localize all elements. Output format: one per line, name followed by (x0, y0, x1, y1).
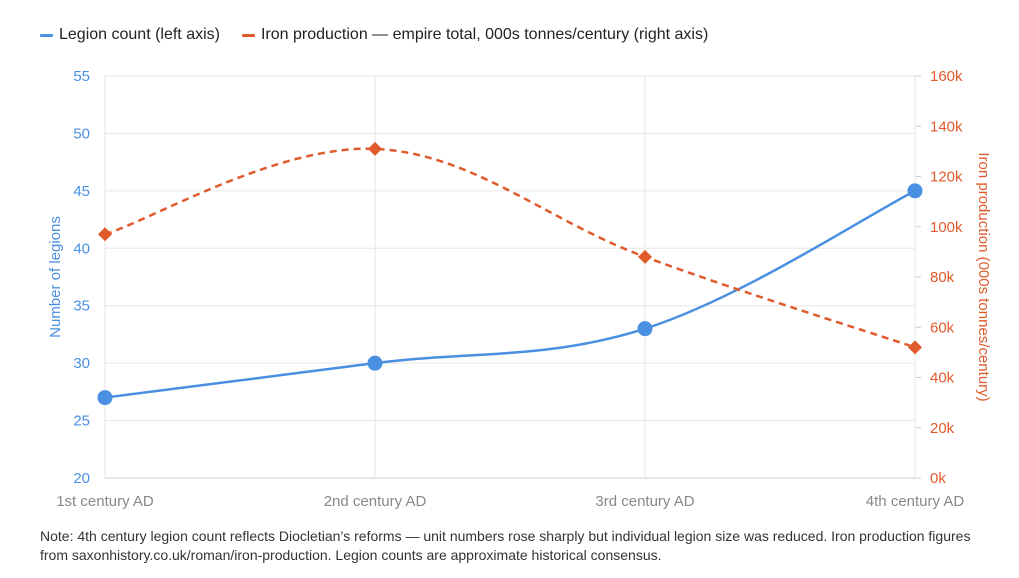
y-left-tick-label: 20 (73, 470, 90, 487)
legend-label-legion: Legion count (left axis) (59, 26, 220, 43)
legend-label-iron: Iron production — empire total, 000s ton… (260, 26, 709, 43)
y-left-tick-label: 40 (73, 240, 90, 257)
y-left-tick-label: 30 (73, 355, 90, 372)
chart-legend: Legion count (left axis) Iron production… (40, 26, 730, 44)
data-point-legion (367, 355, 383, 371)
y-left-axis-title: Number of legions (47, 216, 64, 338)
x-tick-label: 3rd century AD (595, 493, 694, 510)
legend-item-legion[interactable]: Legion count (left axis) (40, 26, 220, 44)
y-left-tick-label: 55 (73, 68, 90, 85)
data-point-legion (637, 321, 653, 337)
y-left-tick-label: 45 (73, 183, 90, 200)
legend-swatch-iron (241, 33, 255, 37)
chart-footnote: Note: 4th century legion count reflects … (40, 528, 971, 563)
y-right-tick-label: 0k (930, 470, 946, 487)
y-right-tick-label: 100k (930, 219, 963, 236)
x-tick-label: 4th century AD (866, 493, 965, 510)
y-right-tick-label: 120k (930, 169, 963, 186)
data-point-iron (908, 340, 922, 355)
y-right-axis-title: Iron production (000s tonnes/century) (975, 152, 992, 401)
x-tick-label: 2nd century AD (324, 493, 427, 510)
y-right-tick-label: 20k (930, 420, 955, 437)
data-point-legion (907, 183, 923, 199)
y-right-tick-label: 40k (930, 370, 955, 387)
y-right-tick-label: 60k (930, 319, 955, 336)
data-point-iron (638, 249, 652, 264)
legend-item-iron[interactable]: Iron production — empire total, 000s ton… (241, 26, 709, 44)
series-line-iron (104, 147, 916, 349)
y-left-tick-label: 25 (73, 413, 90, 430)
series-line-legion (104, 189, 916, 399)
data-point-iron (368, 141, 382, 156)
data-point-iron (98, 227, 112, 242)
data-point-legion (97, 390, 113, 406)
y-right-tick-label: 80k (930, 269, 955, 286)
y-right-tick-label: 160k (930, 68, 963, 85)
legend-swatch-legion (40, 33, 53, 37)
x-tick-label: 1st century AD (56, 493, 154, 510)
y-left-tick-label: 50 (73, 125, 90, 142)
y-right-tick-label: 140k (930, 118, 963, 135)
y-left-tick-label: 35 (73, 298, 90, 315)
